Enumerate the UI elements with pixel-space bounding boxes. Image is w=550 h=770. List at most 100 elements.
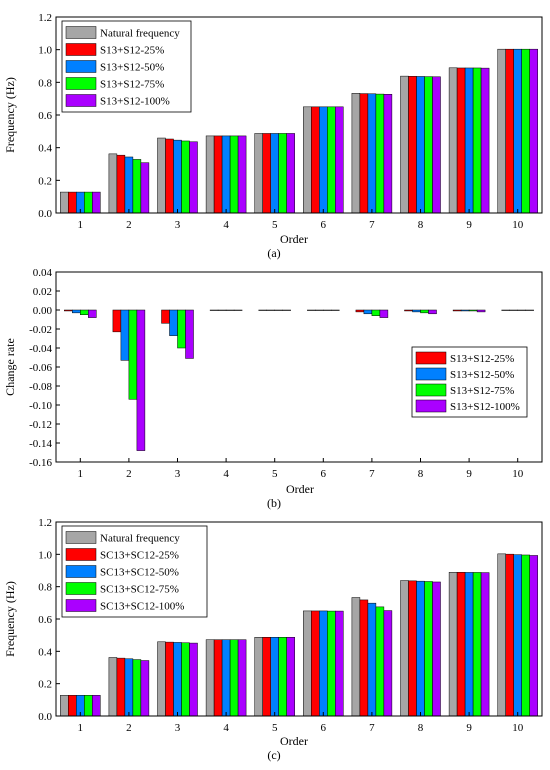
bar [505, 553, 514, 717]
bar [416, 580, 425, 717]
x-tick-label: 1 [78, 468, 84, 480]
bar [383, 94, 393, 214]
panel-caption: (c) [267, 748, 280, 762]
bar [120, 309, 130, 361]
bar [400, 75, 409, 214]
bar [229, 135, 239, 214]
y-tick-label: 1.2 [38, 517, 52, 529]
bar [335, 106, 344, 214]
x-tick-label: 4 [223, 219, 229, 231]
x-tick-label: 4 [223, 468, 229, 480]
bar [472, 67, 482, 214]
legend-label: S13+S12-100% [100, 96, 170, 108]
bar [331, 309, 340, 311]
legend-swatch [65, 60, 97, 73]
panel-a: 0.0 0.2 0.4 0.6 0.8 1.0 1.2 1 2 3 4 5 6 7 8 9 10 Frequenc… [3, 12, 543, 260]
bar [286, 133, 295, 214]
x-tick-label: 2 [126, 722, 132, 734]
y-tick-label: 0.4 [38, 143, 52, 155]
y-tick-label: 0.02 [33, 286, 52, 298]
bar [221, 639, 231, 717]
legend-label: S13+S12-25% [100, 45, 164, 57]
bar [400, 580, 409, 717]
bar [213, 135, 223, 214]
bar [64, 309, 73, 312]
legend-swatch [65, 77, 97, 90]
bar [529, 48, 538, 214]
bar [355, 309, 365, 313]
y-tick-label: -0.08 [29, 381, 52, 393]
bar [136, 309, 146, 451]
bar [173, 642, 182, 717]
bar [408, 580, 417, 717]
x-tick-label: 9 [466, 219, 472, 231]
y-tick-label: -0.02 [29, 324, 52, 336]
bar [80, 309, 89, 315]
bar [521, 48, 530, 214]
bar [303, 106, 312, 214]
bar [60, 191, 69, 214]
panel-caption: (a) [267, 246, 280, 260]
bar [311, 610, 320, 717]
bar [480, 572, 490, 717]
bar [72, 309, 81, 314]
bar [274, 309, 283, 311]
panel-c: 0.0 0.2 0.4 0.6 0.8 1.0 1.2 1 2 3 4 5 6 7 8 9 10 Frequenc… [3, 517, 543, 762]
y-tick-label: 0.0 [38, 711, 52, 723]
y-tick-label: -0.12 [29, 419, 52, 431]
y-tick-label: 1.2 [38, 12, 52, 24]
x-tick-label: 10 [512, 219, 524, 231]
bar [157, 641, 166, 717]
y-axis-label: Frequency (Hz) [3, 581, 17, 657]
x-axis-label: Order [280, 734, 308, 748]
bar [404, 309, 413, 312]
bars [64, 309, 534, 451]
x-axis-label: Order [280, 232, 308, 246]
x-axis: 1 2 3 4 5 6 7 8 9 10 [78, 712, 524, 734]
bar [521, 554, 530, 717]
bar [359, 93, 369, 214]
bar [480, 67, 490, 214]
x-tick-label: 3 [175, 722, 181, 734]
legend: Natural frequency SC13+SC12-25% SC13+SC12-… [61, 525, 208, 618]
bar [140, 162, 150, 214]
bar [92, 695, 101, 717]
x-tick-label: 4 [223, 722, 229, 734]
bar [448, 572, 458, 717]
x-tick-label: 7 [369, 219, 375, 231]
bar [327, 610, 336, 717]
legend-label: S13+S12-50% [100, 62, 164, 74]
bar [237, 135, 247, 214]
bar [456, 67, 466, 214]
bar [217, 309, 227, 311]
bar [68, 191, 77, 214]
bar [262, 133, 271, 214]
legend-swatch [415, 383, 447, 397]
bar [460, 309, 470, 312]
bar [375, 606, 385, 717]
bar [513, 48, 522, 214]
bar [359, 599, 369, 717]
legend-swatch [415, 399, 447, 413]
bar [266, 309, 275, 311]
y-tick-label: -0.04 [29, 343, 52, 355]
bar [254, 637, 263, 717]
y-tick-label: -0.10 [29, 400, 52, 412]
bar [476, 309, 486, 313]
bars [60, 553, 538, 717]
bar [367, 93, 377, 214]
x-tick-label: 2 [126, 219, 132, 231]
bar [270, 133, 279, 214]
bar [88, 309, 97, 318]
y-axis-label: Change rate [3, 338, 17, 396]
bar [221, 135, 231, 214]
legend-swatch [65, 565, 97, 578]
y-tick-label: 0.6 [38, 614, 52, 626]
legend-swatch [415, 351, 447, 365]
bar [323, 309, 332, 311]
x-tick-label: 5 [272, 722, 278, 734]
legend-label: S13+S12-25% [450, 353, 514, 365]
bar [177, 309, 186, 349]
y-tick-label: 1.0 [38, 549, 52, 561]
